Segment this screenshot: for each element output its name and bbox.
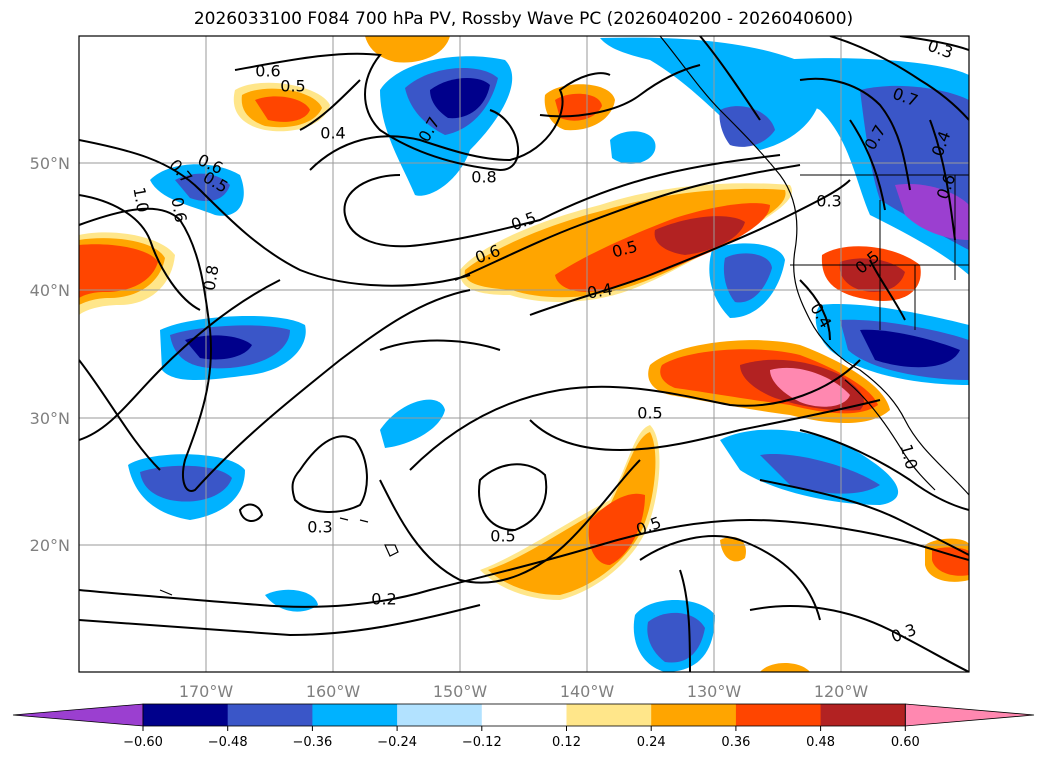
- pos-anomaly-s-core: [588, 493, 645, 565]
- contour-label: 0.4: [586, 279, 614, 302]
- colorbar-tick-label: 0.24: [637, 735, 666, 750]
- lat-label-30n: 30°N: [30, 409, 70, 428]
- colorbar-segment: [820, 704, 906, 726]
- contour-label: 0.8: [471, 168, 496, 187]
- lon-label-150w: 150°W: [433, 682, 488, 701]
- pv-shading: [79, 36, 969, 672]
- colorbar-segment: [735, 704, 822, 726]
- pos-anomaly-small: [720, 536, 746, 562]
- colorbar-tick-label: −0.12: [462, 735, 502, 750]
- contour-label: 1.0: [129, 186, 152, 214]
- colorbar-segment: [312, 704, 398, 726]
- colorbar: −0.60 −0.48 −0.36 −0.24 −0.12 0.12 0.24 0.36 0.4…: [12, 703, 1035, 750]
- neg-anomaly-se-core: [760, 454, 880, 494]
- colorbar-tick-label: −0.60: [123, 735, 163, 750]
- neg-anomaly-ca-deep: [860, 329, 960, 368]
- pos-anomaly-bottom: [760, 663, 810, 672]
- pos-anomaly-ca-peak: [770, 367, 850, 407]
- contour-label: 0.5: [490, 527, 515, 546]
- lat-labels: 50°N 40°N 30°N 20°N: [30, 154, 70, 555]
- colorbar-tick-label: 0.48: [806, 735, 835, 750]
- pos-anomaly-w-core: [79, 244, 158, 298]
- pos-anomaly-se-core: [932, 547, 969, 576]
- coastlines: [159, 36, 969, 596]
- borders: [790, 174, 969, 330]
- colorbar-tick-label: 0.12: [552, 735, 581, 750]
- colorbar-tick-label: −0.48: [208, 735, 248, 750]
- lon-label-140w: 140°W: [560, 682, 615, 701]
- colorbar-segment: [397, 704, 483, 726]
- contour-label: 0.5: [637, 404, 662, 423]
- map-title: 2026033100 F084 700 hPa PV, Rossby Wave …: [193, 9, 854, 29]
- colorbar-outline: [142, 703, 906, 727]
- pos-anomaly-north: [365, 36, 450, 63]
- colorbar-segment: [227, 704, 313, 726]
- neg-anomaly-gulf-core: [719, 106, 775, 147]
- lon-labels: 170°W 160°W 150°W 140°W 130°W 120°W: [179, 682, 869, 701]
- colorbar-segment: [651, 704, 737, 726]
- map-panel: 0.60.50.4 0.70.80.60.70.61.00.80.50.6 0.50…: [78, 35, 970, 673]
- lon-label-130w: 130°W: [687, 682, 742, 701]
- lat-label-20n: 20°N: [30, 536, 70, 555]
- colorbar-segment: [566, 704, 652, 726]
- colorbar-tick-label: 0.36: [721, 735, 750, 750]
- contour-label: 0.8: [199, 264, 222, 292]
- neg-anomaly-small: [610, 131, 656, 164]
- colorbar-tick-label: −0.24: [377, 735, 417, 750]
- lon-label-120w: 120°W: [814, 682, 869, 701]
- pos-anomaly-nw-core: [255, 96, 310, 122]
- colorbar-segment: [481, 704, 567, 726]
- pv-contours: [79, 36, 969, 672]
- contour-label: 0.5: [280, 77, 305, 96]
- lat-label-40n: 40°N: [30, 281, 70, 300]
- pos-anomaly-band-core: [654, 216, 745, 255]
- neg-anomaly-ne-deep: [895, 184, 969, 240]
- contour-label: 0.3: [816, 192, 841, 211]
- colorbar-extend-max: [904, 703, 1035, 727]
- lon-label-170w: 170°W: [179, 682, 234, 701]
- colorbar-segment: [143, 704, 229, 726]
- contour-label: 0.4: [320, 124, 345, 143]
- map-frame: [78, 35, 970, 673]
- contour-label: 0.2: [371, 590, 396, 609]
- neg-anomaly-w2-deep: [185, 335, 252, 360]
- lat-label-50n: 50°N: [30, 154, 70, 173]
- pos-anomaly-ne-core: [839, 258, 905, 292]
- neg-anomaly-mid: [380, 399, 445, 448]
- colorbar-tick-label: 0.60: [891, 735, 920, 750]
- contour-label: 0.6: [167, 196, 190, 224]
- colorbar-extend-min: [12, 703, 144, 727]
- gridlines: [79, 36, 969, 672]
- colorbar-tick-label: −0.36: [292, 735, 332, 750]
- contour-label: 0.3: [307, 518, 332, 537]
- contour-label: 0.6: [255, 62, 280, 81]
- lon-label-160w: 160°W: [306, 682, 361, 701]
